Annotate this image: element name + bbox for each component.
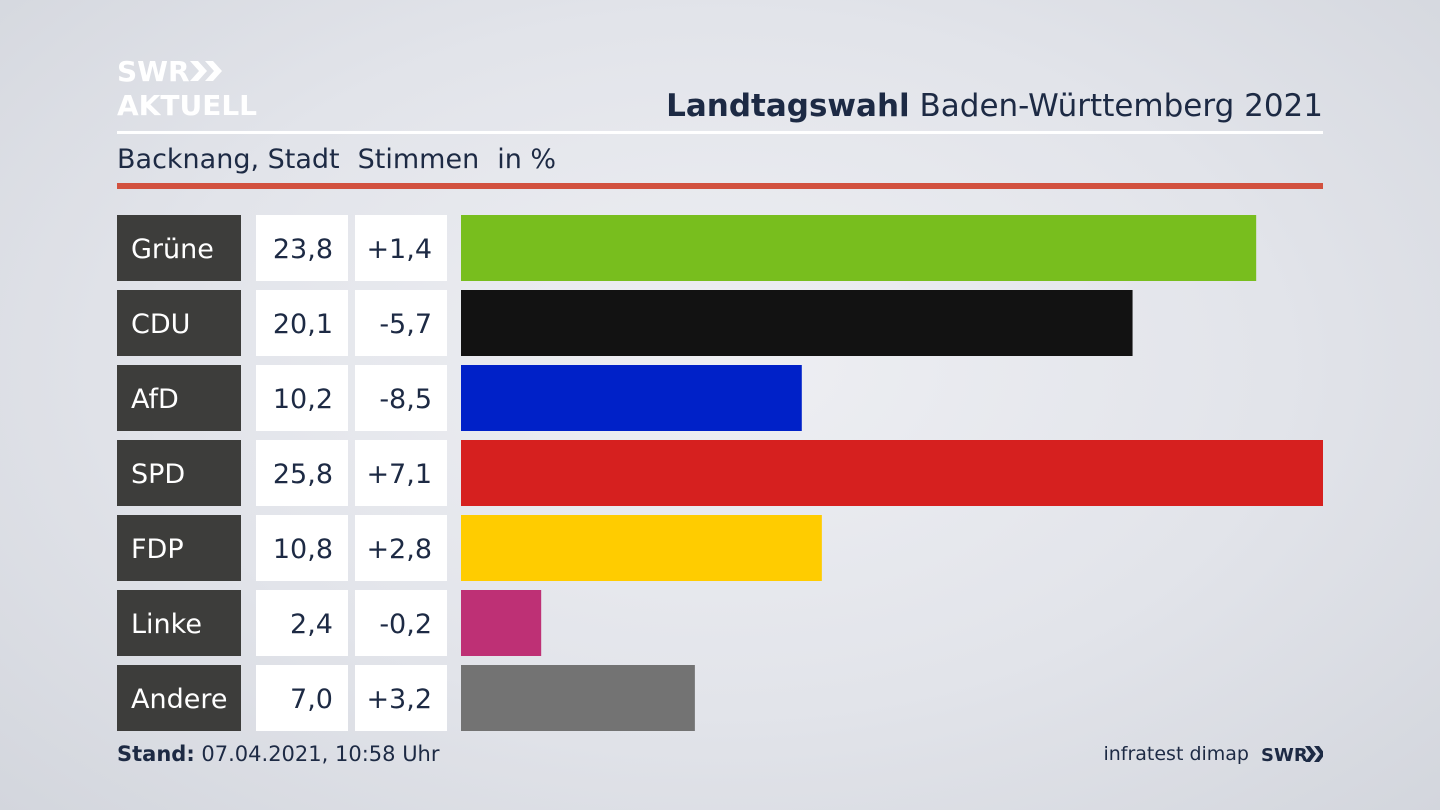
bar [461,440,1323,506]
party-label: AfD [131,384,179,415]
change-label: +1,4 [366,234,432,265]
change-label: +3,2 [366,684,432,715]
logo-line1: SWR [117,55,190,88]
change-label: +2,8 [366,534,432,565]
change-label: -8,5 [379,384,432,415]
change-label: +7,1 [366,459,432,490]
bar [461,590,542,656]
value-label: 10,8 [273,534,333,565]
value-label: 2,4 [290,609,333,640]
party-label: Linke [131,609,202,640]
subtitle: Backnang, Stadt Stimmen in % [117,142,574,178]
location-label: Backnang, Stadt [117,144,340,175]
value-cell [256,440,348,506]
value-label: 20,1 [273,309,333,340]
party-label-box [117,515,241,581]
stand-label: Stand: [117,742,195,766]
party-label-box [117,665,241,731]
party-label: Andere [131,684,227,715]
party-label-box [117,215,241,281]
header-divider [117,131,1323,134]
swr-aktuell-logo: SWR AKTUELL [117,54,277,120]
value-cell [256,515,348,581]
footer-credits: infratest dimap SWR [1103,740,1323,768]
party-label: SPD [131,459,185,490]
party-label-box [117,290,241,356]
timestamp: Stand: 07.04.2021, 10:58 Uhr [117,740,440,768]
chevron-right-icon [190,61,222,81]
value-label: 7,0 [290,684,333,715]
title-rest: Baden-Württemberg 2021 [919,88,1323,124]
swr-logo: SWR [1261,745,1323,765]
value-label: 25,8 [273,459,333,490]
source-label: infratest dimap [1103,743,1249,765]
party-label: CDU [131,309,190,340]
accent-divider [117,183,1323,189]
party-label-box [117,365,241,431]
change-cell [355,440,447,506]
change-label: -0,2 [379,609,432,640]
change-cell [355,665,447,731]
broadcaster-label: SWR [1261,745,1308,765]
bar [461,290,1133,356]
value-cell [256,665,348,731]
chevron-right-icon [1305,746,1323,762]
bar [461,365,802,431]
value-cell [256,590,348,656]
party-label: Grüne [131,234,214,265]
bar [461,215,1257,281]
value-cell [256,365,348,431]
value-cell [256,215,348,281]
party-label: FDP [131,534,184,565]
change-cell [355,215,447,281]
value-label: 23,8 [273,234,333,265]
measure-label: Stimmen [357,144,480,175]
party-label-box [117,440,241,506]
title-bold: Landtagswahl [666,88,910,124]
change-label: -5,7 [379,309,432,340]
change-cell [355,365,447,431]
party-label-box [117,590,241,656]
page-title: Landtagswahl Baden-Württemberg 2021 [666,86,1323,126]
logo-line2: AKTUELL [117,89,257,120]
bar [461,515,822,581]
unit-label: in % [497,144,557,175]
value-label: 10,2 [273,384,333,415]
bar [461,665,695,731]
change-cell [355,515,447,581]
change-cell [355,590,447,656]
change-cell [355,290,447,356]
value-cell [256,290,348,356]
stand-value: 07.04.2021, 10:58 Uhr [201,742,440,766]
